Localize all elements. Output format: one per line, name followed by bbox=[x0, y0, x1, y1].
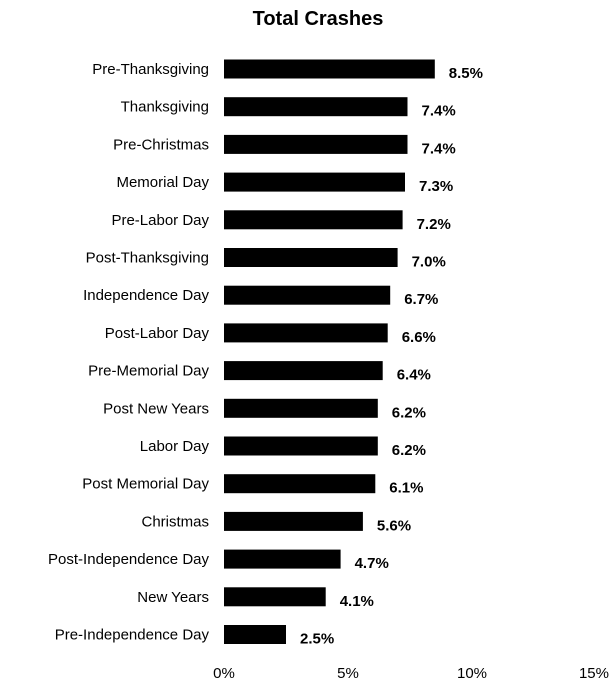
category-label-group: Pre-Thanksgiving Thanksgiving Pre-Christma… bbox=[48, 61, 209, 644]
bar-new-years bbox=[224, 587, 326, 607]
x-tick-label: 10% bbox=[457, 665, 487, 682]
category-label-pre-thanksgiving: Pre-Thanksgiving bbox=[92, 61, 209, 78]
data-label-post-independence-day: 4.7% bbox=[355, 555, 389, 572]
x-tick-label: 5% bbox=[337, 665, 359, 682]
data-label-pre-labor-day: 7.2% bbox=[417, 216, 451, 233]
bar-pre-thanksgiving bbox=[224, 59, 435, 79]
data-label-labor-day: 6.2% bbox=[392, 442, 426, 459]
bar-labor-day bbox=[224, 436, 378, 456]
bar-post-labor-day bbox=[224, 323, 388, 343]
bar-pre-labor-day bbox=[224, 210, 403, 230]
data-label-pre-thanksgiving: 8.5% bbox=[449, 65, 483, 82]
data-label-post-memorial-day: 6.1% bbox=[389, 480, 423, 497]
chart-title: Total Crashes bbox=[253, 8, 384, 30]
data-label-christmas: 5.6% bbox=[377, 517, 411, 534]
category-label-post-new-years: Post New Years bbox=[103, 400, 209, 417]
category-label-post-memorial-day: Post Memorial Day bbox=[82, 476, 209, 493]
bar-pre-christmas bbox=[224, 134, 408, 154]
data-label-new-years: 4.1% bbox=[340, 593, 374, 610]
bar-group bbox=[224, 59, 435, 644]
bar-post-thanksgiving bbox=[224, 248, 398, 267]
category-label-post-independence-day: Post-Independence Day bbox=[48, 551, 209, 568]
category-label-memorial-day: Memorial Day bbox=[116, 174, 209, 191]
category-label-christmas: Christmas bbox=[141, 513, 209, 530]
bar-pre-memorial-day bbox=[224, 361, 383, 381]
category-label-pre-christmas: Pre-Christmas bbox=[113, 136, 209, 153]
bar-memorial-day bbox=[224, 172, 405, 192]
category-label-pre-labor-day: Pre-Labor Day bbox=[111, 212, 209, 229]
data-label-pre-independence-day: 2.5% bbox=[300, 631, 334, 648]
data-label-group: 8.5% 7.4% 7.4% 7.3% 7.2% 7.0% 6.7% 6.6% 6.4% 6.2%… bbox=[300, 65, 483, 648]
category-label-pre-memorial-day: Pre-Memorial Day bbox=[88, 363, 209, 380]
bar-post-independence-day bbox=[224, 549, 341, 569]
bar-pre-independence-day bbox=[224, 625, 286, 644]
x-tick-label: 15% bbox=[579, 665, 609, 682]
bar-post-memorial-day bbox=[224, 474, 376, 494]
data-label-post-labor-day: 6.6% bbox=[402, 329, 436, 346]
category-label-thanksgiving: Thanksgiving bbox=[121, 99, 209, 116]
bar-post-new-years bbox=[224, 398, 378, 418]
data-label-pre-memorial-day: 6.4% bbox=[397, 367, 431, 384]
data-label-post-new-years: 6.2% bbox=[392, 404, 426, 421]
category-label-post-labor-day: Post-Labor Day bbox=[105, 325, 210, 342]
x-tick-label: 0% bbox=[213, 665, 235, 682]
data-label-pre-christmas: 7.4% bbox=[422, 140, 456, 157]
bar-thanksgiving bbox=[224, 97, 408, 117]
bar-christmas bbox=[224, 511, 363, 531]
data-label-thanksgiving: 7.4% bbox=[422, 103, 456, 120]
category-label-post-thanksgiving: Post-Thanksgiving bbox=[86, 250, 209, 267]
data-label-memorial-day: 7.3% bbox=[419, 178, 453, 195]
bar-independence-day bbox=[224, 285, 391, 305]
data-label-independence-day: 6.7% bbox=[404, 291, 438, 308]
category-label-independence-day: Independence Day bbox=[83, 287, 209, 304]
data-label-post-thanksgiving: 7.0% bbox=[412, 254, 446, 271]
category-label-new-years: New Years bbox=[137, 589, 209, 606]
x-axis-tick-label-group: 0% 5% 10% 15% bbox=[213, 665, 609, 682]
category-label-labor-day: Labor Day bbox=[140, 438, 210, 455]
category-label-pre-independence-day: Pre-Independence Day bbox=[55, 627, 210, 644]
